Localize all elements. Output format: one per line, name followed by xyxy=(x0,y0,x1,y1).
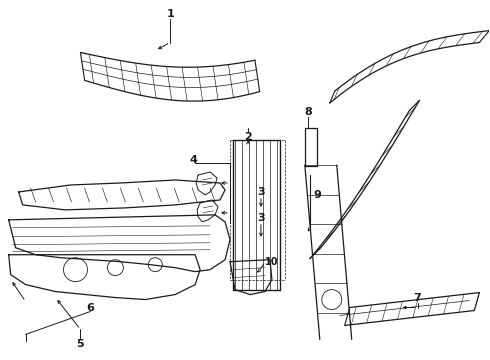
Text: 1: 1 xyxy=(166,9,174,19)
Text: 5: 5 xyxy=(76,339,84,349)
Text: 2: 2 xyxy=(244,132,252,142)
Text: 3: 3 xyxy=(257,213,265,223)
Text: 3: 3 xyxy=(257,187,265,197)
Text: 6: 6 xyxy=(87,302,95,312)
Text: 8: 8 xyxy=(304,107,312,117)
Text: 9: 9 xyxy=(314,190,321,200)
Text: 4: 4 xyxy=(189,155,197,165)
Text: 7: 7 xyxy=(414,293,421,302)
Text: 10: 10 xyxy=(265,257,278,267)
